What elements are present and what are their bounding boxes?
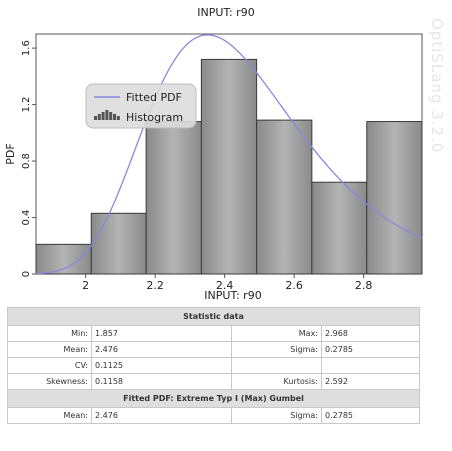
legend-histogram-icon-bar: [105, 110, 109, 120]
stat-label-cell: Skewness:: [7, 373, 92, 390]
table-row: Mean: 2.476 Sigma: 0.2785: [7, 407, 421, 424]
stat-value-cell: 1.857: [91, 325, 232, 342]
histogram-chart: 0 0.4 0.8 1.2 1.6 2 2.2 2.4 2.6 2.8 PDF INPUT: r…: [4, 33, 423, 300]
histogram-bar-7: [366, 121, 423, 275]
legend-label-histogram: Histogram: [126, 111, 183, 124]
histogram-bar-4: [200, 58, 258, 275]
x-tick-label: 2: [82, 279, 89, 292]
y-tick-label: 0.4: [21, 210, 32, 226]
fit-label-cell: Mean:: [7, 407, 92, 424]
legend-label-fitted-pdf: Fitted PDF: [126, 91, 182, 104]
x-tick-label: 2.4: [216, 279, 234, 292]
table-row: CV: 0.1125: [7, 357, 421, 374]
legend: Fitted PDF Histogram: [85, 83, 197, 129]
fitted-pdf-header: Fitted PDF: Extreme Typ I (Max) Gumbel: [6, 389, 421, 408]
legend-histogram-icon-bar: [97, 114, 101, 120]
y-tick-label: 1.2: [21, 97, 32, 113]
y-tick-label: 0: [21, 271, 32, 277]
chart-title: INPUT: r90: [197, 6, 255, 19]
histogram-bar-5: [256, 119, 313, 275]
histogram-bar-2: [90, 212, 147, 275]
statistics-table: Statistic data Min: 1.857 Max: 2.968 Mean: 2.4…: [6, 307, 421, 424]
histogram-bar-6: [311, 181, 368, 275]
watermark: OptiSLang 3.2.0: [428, 18, 446, 154]
histogram-bar-1: [35, 243, 92, 275]
fit-value-cell: 0.2785: [320, 407, 421, 424]
stat-value-cell: 0.2785: [320, 341, 421, 358]
y-axis-label: PDF: [4, 143, 17, 164]
fit-label-cell: Sigma:: [231, 407, 322, 424]
legend-histogram-icon-bar: [113, 114, 116, 120]
stat-value-cell: 0.1158: [91, 373, 232, 390]
statistic-data-header: Statistic data: [6, 307, 421, 326]
stat-label-cell: Max:: [231, 325, 322, 342]
y-tick-label: 1.6: [21, 40, 32, 56]
legend-histogram-icon-bar: [94, 116, 97, 120]
stat-label-cell: Kurtosis:: [231, 373, 322, 390]
stat-value-cell: 0.1125: [91, 357, 232, 374]
table-row: Skewness: 0.1158 Kurtosis: 2.592: [7, 373, 421, 390]
x-tick-label: 2.2: [146, 279, 164, 292]
x-axis-label: INPUT: r90: [204, 289, 261, 300]
table-row: Mean: 2.476 Sigma: 0.2785: [7, 341, 421, 358]
histogram-bar-3: [145, 121, 202, 275]
table-row: Min: 1.857 Max: 2.968: [7, 325, 421, 342]
fit-value-cell: 2.476: [91, 407, 232, 424]
x-tick-label: 2.6: [285, 279, 303, 292]
x-tick-label: 2.8: [355, 279, 373, 292]
fitted-pdf-curve: [36, 34, 422, 274]
stat-label-cell: Sigma:: [231, 341, 322, 358]
legend-histogram-icon-bar: [101, 112, 105, 120]
stat-value-cell: 2.968: [320, 325, 421, 342]
stat-value-cell: 2.592: [320, 373, 421, 390]
stat-value-cell: [320, 357, 421, 374]
stat-value-cell: 2.476: [91, 341, 232, 358]
stat-label-cell: Min:: [7, 325, 92, 342]
legend-histogram-icon-bar: [116, 116, 120, 120]
stat-label-cell: Mean:: [7, 341, 92, 358]
stat-label-cell: [231, 357, 322, 374]
stat-label-cell: CV:: [7, 357, 92, 374]
y-tick-label: 0.8: [21, 153, 32, 169]
legend-histogram-icon-bar: [109, 112, 113, 120]
